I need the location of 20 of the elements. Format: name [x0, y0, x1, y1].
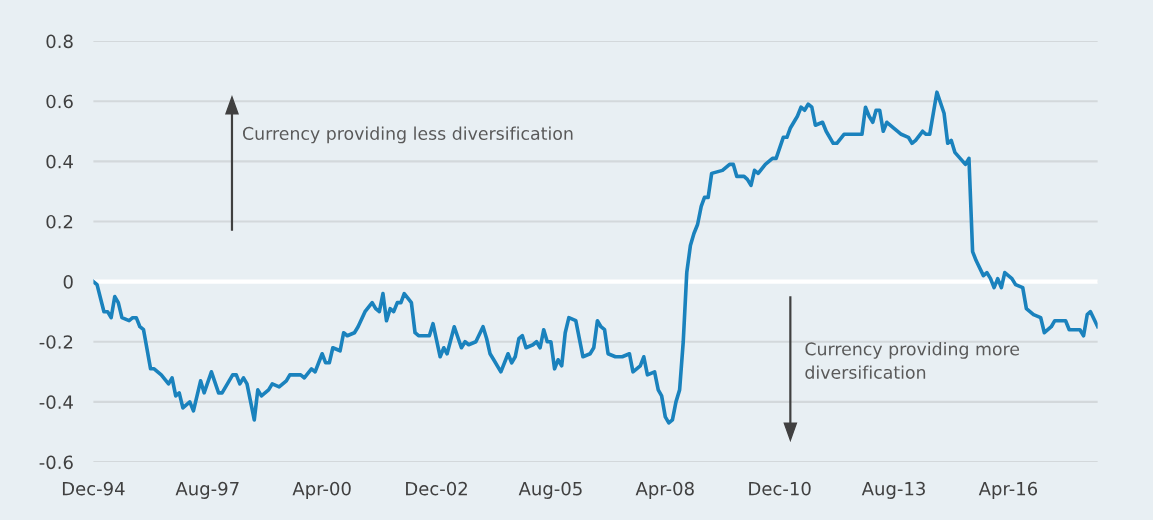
x-tick-label: Aug-05 [518, 481, 582, 499]
y-tick-label: 0.4 [46, 154, 73, 169]
x-tick-label: Dec-10 [749, 481, 811, 496]
y-tick-label: 0.8 [46, 34, 73, 49]
x-tick-label: Aug-13 [861, 481, 925, 499]
y-tick-label: -0.2 [39, 335, 73, 349]
x-tick-label: Apr-00 [292, 481, 351, 499]
annotation: Currency providing more diversification [805, 342, 1020, 379]
y-tick-label: -0.4 [39, 395, 73, 409]
x-tick-label: Apr-16 [978, 481, 1038, 499]
y-tick-label: 0 [63, 275, 73, 289]
x-tick-label: Dec-02 [406, 481, 467, 496]
line-series [93, 90, 1098, 425]
x-tick-label: Dec-94 [62, 481, 125, 496]
annotation: Currency providing less diversification [243, 126, 573, 144]
y-tick-label: 0.6 [46, 94, 73, 109]
x-tick-label: Aug-97 [175, 481, 239, 499]
y-tick-label: -0.6 [39, 455, 73, 470]
x-tick-label: Apr-08 [635, 481, 694, 499]
y-tick-label: 0.2 [46, 214, 73, 229]
